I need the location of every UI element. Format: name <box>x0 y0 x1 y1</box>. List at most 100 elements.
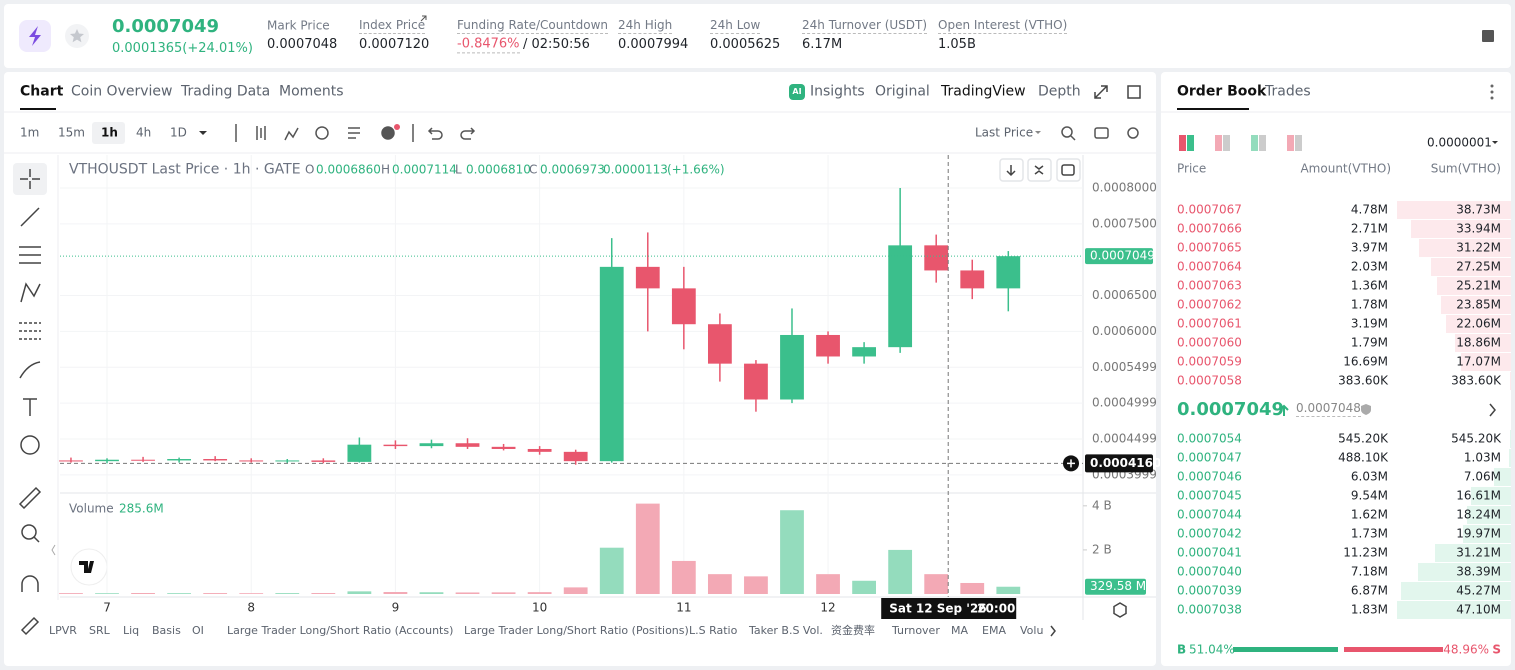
tool-active <box>13 163 47 195</box>
ohlc-value: 0.0007114 <box>392 162 457 177</box>
pane-buttons[interactable] <box>999 158 1081 182</box>
collapse[interactable] <box>51 544 56 556</box>
x-tick-label: 12 <box>820 601 835 615</box>
scroll-right[interactable] <box>1050 625 1056 637</box>
interval[interactable]: 1m <box>20 125 40 140</box>
y-tick-label: 0.0005499 <box>1092 360 1157 374</box>
book-price[interactable]: 0.0007047 <box>1177 450 1242 465</box>
interval[interactable]: 15m <box>58 125 85 140</box>
chart-tab[interactable]: Chart <box>20 83 64 100</box>
y-tick-label: 0.0006500 <box>1092 288 1157 302</box>
stat-value: 6.17M <box>802 36 843 52</box>
expand-icon[interactable] <box>1094 85 1108 99</box>
book-price[interactable]: 0.0007058 <box>1177 373 1242 388</box>
indicator[interactable]: SRL <box>89 624 110 638</box>
volume-last-label: 329.58 M <box>1090 579 1146 593</box>
book-price[interactable]: 0.0007066 <box>1177 221 1242 236</box>
price-source[interactable]: Last Price <box>975 125 1034 140</box>
indicator[interactable]: Large Trader Long/Short Ratio (Accounts) <box>227 624 454 638</box>
book-sum: 38.73M <box>1456 202 1501 217</box>
interval[interactable]: 1h <box>101 125 118 140</box>
up-arrow <box>1279 404 1289 416</box>
book-tab[interactable]: Trades <box>1265 83 1311 100</box>
volume-bar <box>275 593 300 594</box>
caret[interactable] <box>1035 131 1041 134</box>
indicator[interactable]: 资金费率 <box>831 624 875 638</box>
buy-label: B <box>1177 642 1187 657</box>
candle-body <box>131 459 155 461</box>
crosshair-date: Sat 12 Sep '26 <box>889 602 986 616</box>
chart-tab[interactable]: Trading Data <box>181 83 271 100</box>
sell-label: S <box>1492 642 1501 657</box>
stat-value: 0.0007994 <box>618 36 689 52</box>
stat-label: 24h High <box>618 18 673 34</box>
tab-underline <box>1177 108 1249 110</box>
book-amount: 3.97M <box>1350 240 1388 255</box>
book-sum: 19.97M <box>1456 526 1501 541</box>
depth-bar <box>1397 601 1511 619</box>
indicator[interactable]: Liq <box>123 624 140 638</box>
volume-bar <box>744 576 768 594</box>
indicator[interactable]: Basis <box>152 624 181 638</box>
view-tab[interactable]: Depth <box>1038 83 1081 100</box>
book-amount: 1.73M <box>1350 526 1388 541</box>
volume-bar <box>455 592 480 594</box>
indicator[interactable]: OI <box>192 624 204 638</box>
book-amount: 2.71M <box>1350 221 1388 236</box>
indicator[interactable]: EMA <box>982 624 1006 638</box>
view-tab[interactable]: TradingView <box>941 83 1026 100</box>
indicator[interactable]: LPVR <box>49 624 77 638</box>
book-price[interactable]: 0.0007064 <box>1177 259 1242 274</box>
book-price[interactable]: 0.0007040 <box>1177 564 1242 579</box>
volume-bar <box>599 547 624 594</box>
view-tab[interactable]: Insights <box>810 83 865 100</box>
more-menu[interactable] <box>1490 84 1494 100</box>
book-price[interactable]: 0.0007059 <box>1177 354 1242 369</box>
book-price[interactable]: 0.0007060 <box>1177 335 1242 350</box>
chevron[interactable] <box>1489 403 1496 417</box>
book-price[interactable]: 0.0007044 <box>1177 507 1242 522</box>
book-tab[interactable]: Order Book <box>1177 83 1267 100</box>
buy-ratio-bar <box>1233 647 1339 652</box>
indicator[interactable]: Turnover <box>892 624 940 638</box>
caret[interactable] <box>199 131 207 135</box>
book-price[interactable]: 0.0007067 <box>1177 202 1242 217</box>
book-price[interactable]: 0.0007041 <box>1177 545 1242 560</box>
drawing-tools[interactable] <box>18 169 42 636</box>
indicator[interactable]: MA <box>951 624 969 638</box>
volume-bar <box>95 593 119 594</box>
precision[interactable]: 0.0000001 <box>1427 135 1492 150</box>
interval[interactable]: 4h <box>136 125 152 140</box>
indicator[interactable]: Large Trader Long/Short Ratio (Positions… <box>464 624 689 638</box>
indicator[interactable]: L.S Ratio <box>689 624 738 638</box>
book-price[interactable]: 0.0007042 <box>1177 526 1242 541</box>
toolbar-icons[interactable] <box>235 124 1139 142</box>
book-price[interactable]: 0.0007061 <box>1177 316 1242 331</box>
window-icon[interactable] <box>1127 85 1141 99</box>
book-price[interactable]: 0.0007063 <box>1177 278 1242 293</box>
book-price[interactable]: 0.0007039 <box>1177 583 1242 598</box>
caret[interactable] <box>1492 141 1498 144</box>
book-icon[interactable] <box>1482 30 1494 42</box>
book-sum: 17.07M <box>1456 354 1501 369</box>
indicator[interactable]: Taker B.S Vol. <box>749 624 823 638</box>
book-price[interactable]: 0.0007046 <box>1177 469 1242 484</box>
book-price[interactable]: 0.0007054 <box>1177 431 1242 446</box>
badge-text: AI <box>792 87 802 96</box>
chart-tab[interactable]: Coin Overview <box>71 83 173 100</box>
book-sum: 31.22M <box>1456 240 1501 255</box>
volume-bar <box>239 593 264 594</box>
book-price[interactable]: 0.0007065 <box>1177 240 1242 255</box>
chart-tab[interactable]: Moments <box>279 83 344 100</box>
volume-bar <box>924 574 949 594</box>
depth-bar <box>1466 506 1511 524</box>
candle-body <box>563 451 588 462</box>
interval[interactable]: 1D <box>170 125 187 140</box>
depth-toggles[interactable] <box>1179 135 1302 151</box>
settings[interactable] <box>1113 602 1127 618</box>
book-price[interactable]: 0.0007062 <box>1177 297 1242 312</box>
indicator[interactable]: Volu <box>1020 624 1044 638</box>
book-price[interactable]: 0.0007045 <box>1177 488 1242 503</box>
book-price[interactable]: 0.0007038 <box>1177 602 1242 617</box>
view-tab[interactable]: Original <box>875 83 930 100</box>
